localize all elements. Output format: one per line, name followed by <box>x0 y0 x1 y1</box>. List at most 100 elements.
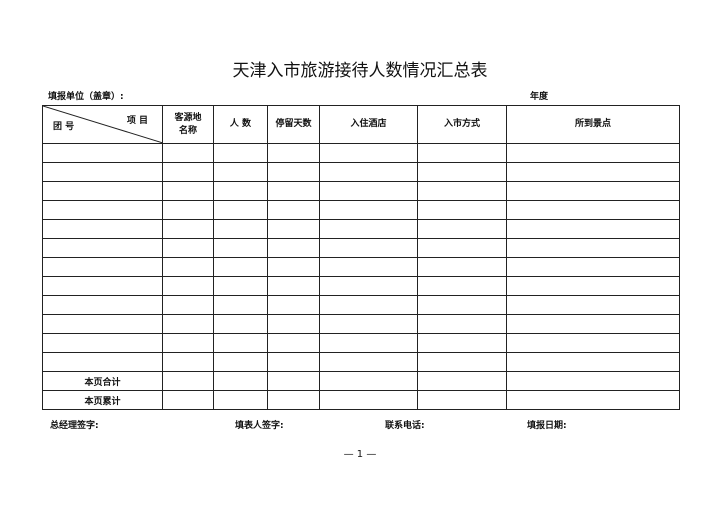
table-cell[interactable] <box>417 352 507 372</box>
table-cell[interactable] <box>267 276 320 296</box>
table-cell[interactable] <box>417 333 507 353</box>
table-cell[interactable] <box>213 219 268 239</box>
table-cell[interactable] <box>267 238 320 258</box>
table-cell[interactable] <box>506 257 680 277</box>
table-cell[interactable] <box>267 352 320 372</box>
table-cell[interactable] <box>162 333 214 353</box>
table-cell[interactable] <box>267 371 320 391</box>
table-cell[interactable] <box>506 371 680 391</box>
table-cell[interactable] <box>417 371 507 391</box>
table-cell[interactable] <box>506 181 680 201</box>
table-cell[interactable] <box>42 276 163 296</box>
table-cell[interactable] <box>42 200 163 220</box>
table-cell[interactable] <box>417 200 507 220</box>
table-cell[interactable] <box>417 257 507 277</box>
table-cell[interactable] <box>506 219 680 239</box>
table-cell[interactable] <box>213 276 268 296</box>
table-cell[interactable] <box>319 295 418 315</box>
table-cell[interactable] <box>42 333 163 353</box>
table-cell[interactable] <box>213 143 268 163</box>
table-cell[interactable] <box>417 181 507 201</box>
table-cell[interactable] <box>162 181 214 201</box>
summary-row: 本页合计 <box>42 371 680 391</box>
table-cell[interactable] <box>506 200 680 220</box>
table-cell[interactable] <box>42 295 163 315</box>
table-cell[interactable] <box>42 219 163 239</box>
table-cell[interactable] <box>417 162 507 182</box>
table-cell[interactable] <box>42 162 163 182</box>
table-cell[interactable] <box>213 200 268 220</box>
table-cell[interactable] <box>267 257 320 277</box>
table-cell[interactable] <box>213 352 268 372</box>
table-cell[interactable] <box>162 257 214 277</box>
table-cell[interactable] <box>213 314 268 334</box>
table-cell[interactable] <box>213 238 268 258</box>
table-cell[interactable] <box>506 390 680 410</box>
table-cell[interactable] <box>213 371 268 391</box>
table-cell[interactable] <box>319 143 418 163</box>
table-cell[interactable] <box>319 352 418 372</box>
table-cell[interactable] <box>267 295 320 315</box>
table-cell[interactable] <box>506 162 680 182</box>
table-cell[interactable] <box>213 390 268 410</box>
table-cell[interactable] <box>162 390 214 410</box>
table-cell[interactable] <box>267 162 320 182</box>
table-cell[interactable] <box>213 295 268 315</box>
table-cell[interactable] <box>42 238 163 258</box>
table-cell[interactable] <box>506 143 680 163</box>
table-cell[interactable] <box>417 295 507 315</box>
table-cell[interactable] <box>162 314 214 334</box>
table-cell[interactable] <box>42 143 163 163</box>
table-cell[interactable] <box>267 333 320 353</box>
table-cell[interactable] <box>319 219 418 239</box>
table-cell[interactable] <box>213 162 268 182</box>
table-cell[interactable] <box>267 143 320 163</box>
table-cell[interactable] <box>42 352 163 372</box>
table-cell[interactable] <box>162 352 214 372</box>
table-cell[interactable] <box>267 200 320 220</box>
table-cell[interactable] <box>319 314 418 334</box>
table-cell[interactable] <box>162 219 214 239</box>
table-cell[interactable] <box>267 219 320 239</box>
table-cell[interactable] <box>267 390 320 410</box>
table-cell[interactable] <box>213 257 268 277</box>
table-cell[interactable] <box>162 143 214 163</box>
table-cell[interactable] <box>319 371 418 391</box>
table-cell[interactable] <box>506 238 680 258</box>
table-cell[interactable] <box>319 200 418 220</box>
table-row <box>42 238 680 258</box>
table-cell[interactable] <box>319 238 418 258</box>
table-cell[interactable] <box>417 238 507 258</box>
table-row <box>42 352 680 372</box>
table-cell[interactable] <box>506 276 680 296</box>
table-cell[interactable] <box>506 295 680 315</box>
table-cell[interactable] <box>162 276 214 296</box>
table-cell[interactable] <box>162 238 214 258</box>
table-cell[interactable] <box>319 390 418 410</box>
table-cell[interactable] <box>162 295 214 315</box>
table-cell[interactable] <box>506 352 680 372</box>
table-cell[interactable] <box>42 314 163 334</box>
table-cell[interactable] <box>267 314 320 334</box>
table-cell[interactable] <box>417 390 507 410</box>
table-cell[interactable] <box>417 219 507 239</box>
table-cell[interactable] <box>417 314 507 334</box>
table-cell[interactable] <box>319 276 418 296</box>
table-cell[interactable] <box>42 181 163 201</box>
table-cell[interactable] <box>162 200 214 220</box>
table-cell[interactable] <box>319 333 418 353</box>
table-cell[interactable] <box>319 181 418 201</box>
table-cell[interactable] <box>319 162 418 182</box>
table-cell[interactable] <box>213 333 268 353</box>
corner-header-item: 项 目 <box>126 116 148 126</box>
table-cell[interactable] <box>506 333 680 353</box>
table-cell[interactable] <box>42 257 163 277</box>
table-cell[interactable] <box>162 162 214 182</box>
table-cell[interactable] <box>417 276 507 296</box>
table-cell[interactable] <box>417 143 507 163</box>
table-cell[interactable] <box>213 181 268 201</box>
table-cell[interactable] <box>506 314 680 334</box>
table-cell[interactable] <box>319 257 418 277</box>
table-cell[interactable] <box>267 181 320 201</box>
table-cell[interactable] <box>162 371 214 391</box>
